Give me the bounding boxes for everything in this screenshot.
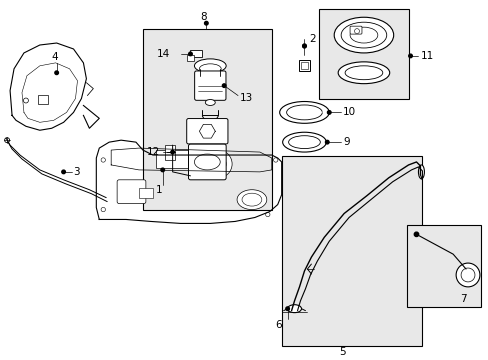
Bar <box>298 60 309 71</box>
Circle shape <box>273 158 277 162</box>
Ellipse shape <box>205 99 215 105</box>
Bar <box>186 55 194 61</box>
Circle shape <box>204 150 232 178</box>
Circle shape <box>170 150 174 154</box>
Ellipse shape <box>345 66 382 80</box>
Bar <box>142 29 271 210</box>
Text: 13: 13 <box>240 93 253 103</box>
Text: 4: 4 <box>52 52 58 62</box>
Circle shape <box>413 232 418 237</box>
Circle shape <box>354 29 359 33</box>
Circle shape <box>210 156 225 172</box>
Bar <box>319 9 407 99</box>
Text: 2: 2 <box>309 34 315 44</box>
Circle shape <box>61 170 65 174</box>
Text: 9: 9 <box>343 137 349 147</box>
Bar <box>38 95 48 104</box>
Ellipse shape <box>338 62 389 84</box>
Ellipse shape <box>242 193 261 206</box>
Circle shape <box>101 158 105 162</box>
Ellipse shape <box>341 22 386 48</box>
Circle shape <box>455 263 479 287</box>
Ellipse shape <box>282 132 325 152</box>
Circle shape <box>204 21 208 25</box>
Circle shape <box>101 207 105 212</box>
Circle shape <box>302 44 305 48</box>
FancyBboxPatch shape <box>117 180 145 204</box>
Circle shape <box>23 98 28 103</box>
Bar <box>301 62 307 69</box>
Circle shape <box>216 168 220 172</box>
Text: 10: 10 <box>343 107 356 117</box>
FancyBboxPatch shape <box>194 71 225 100</box>
Bar <box>190 50 202 57</box>
Circle shape <box>408 54 411 58</box>
Text: 11: 11 <box>420 51 433 61</box>
Circle shape <box>4 138 10 143</box>
Ellipse shape <box>194 154 220 170</box>
Ellipse shape <box>286 105 322 120</box>
Ellipse shape <box>287 305 301 312</box>
Circle shape <box>325 140 328 144</box>
Bar <box>139 188 152 198</box>
Circle shape <box>460 268 474 282</box>
Text: 14: 14 <box>157 49 170 59</box>
Bar <box>164 145 174 160</box>
Ellipse shape <box>349 27 377 43</box>
Circle shape <box>327 111 330 114</box>
Text: 12: 12 <box>146 147 160 157</box>
FancyBboxPatch shape <box>186 118 227 144</box>
FancyBboxPatch shape <box>349 26 361 34</box>
Circle shape <box>188 52 192 56</box>
Ellipse shape <box>333 17 393 53</box>
Ellipse shape <box>237 190 266 210</box>
Circle shape <box>285 307 289 310</box>
Text: 6: 6 <box>275 320 282 329</box>
Circle shape <box>161 168 164 172</box>
Circle shape <box>302 44 305 48</box>
FancyBboxPatch shape <box>188 144 225 180</box>
Ellipse shape <box>279 102 328 123</box>
Ellipse shape <box>199 64 221 74</box>
Bar <box>406 225 480 307</box>
Ellipse shape <box>194 59 225 73</box>
Circle shape <box>222 84 225 87</box>
Text: 8: 8 <box>200 12 206 22</box>
Text: 1: 1 <box>156 185 162 195</box>
Ellipse shape <box>418 165 424 179</box>
Text: 7: 7 <box>459 294 466 304</box>
Text: 3: 3 <box>73 167 80 177</box>
Circle shape <box>55 71 59 75</box>
Bar <box>281 156 422 346</box>
Circle shape <box>265 212 269 217</box>
Text: 5: 5 <box>339 347 345 357</box>
Bar <box>156 150 187 168</box>
Ellipse shape <box>288 136 320 149</box>
